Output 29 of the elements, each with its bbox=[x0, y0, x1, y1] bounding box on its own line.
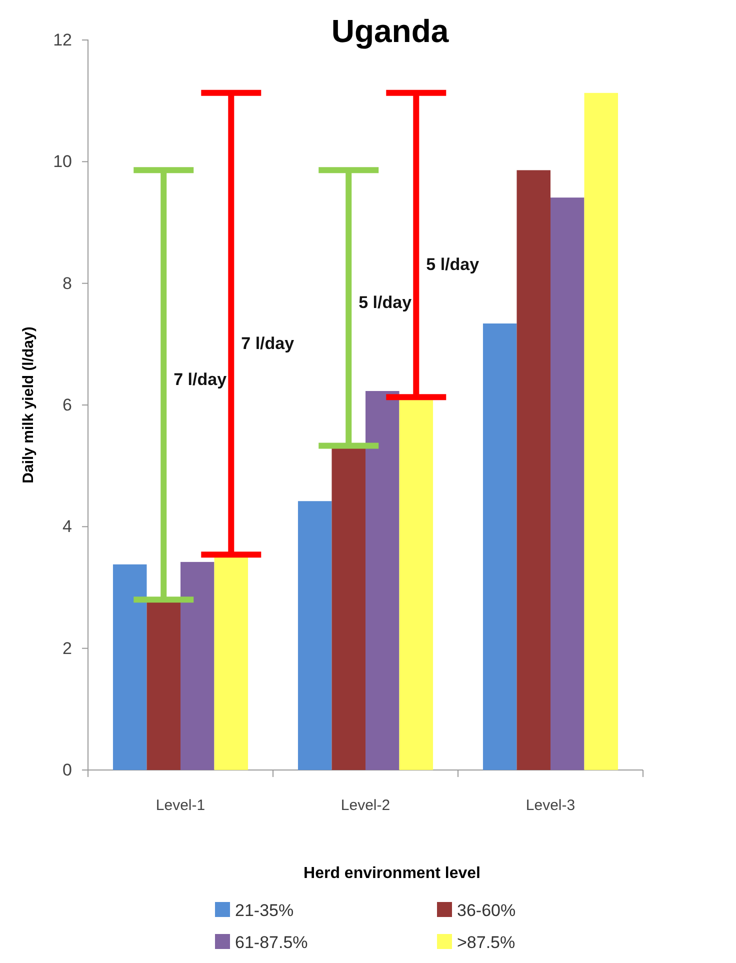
legend-label: 36-60% bbox=[457, 901, 516, 920]
y-tick-label: 2 bbox=[62, 638, 72, 658]
x-tick-label: Level-3 bbox=[526, 797, 576, 814]
y-axis-title: Daily milk yield (l/day) bbox=[20, 326, 37, 484]
annotation: 5 l/day bbox=[426, 255, 480, 274]
bar bbox=[584, 92, 618, 770]
y-tick-label: 0 bbox=[62, 760, 72, 780]
legend-label: >87.5% bbox=[457, 933, 516, 952]
annotation: 7 l/day bbox=[174, 370, 228, 389]
y-tick-label: 12 bbox=[53, 30, 72, 50]
annotation: 5 l/day bbox=[358, 292, 412, 312]
x-tick-label: Level-2 bbox=[340, 797, 390, 814]
y-tick-label: 4 bbox=[62, 517, 72, 536]
y-tick-label: 6 bbox=[62, 395, 72, 414]
x-tick-label: Level-1 bbox=[156, 797, 206, 814]
bar bbox=[112, 564, 147, 770]
bar bbox=[298, 501, 332, 770]
bar bbox=[550, 198, 584, 770]
legend-label: 61-87.5% bbox=[235, 933, 308, 952]
chart-title: Uganda bbox=[331, 13, 449, 49]
bar bbox=[180, 562, 214, 770]
y-tick-label: 8 bbox=[62, 274, 72, 293]
y-tick-label: 10 bbox=[53, 152, 72, 172]
bar bbox=[366, 391, 400, 770]
legend-label: 21-35% bbox=[235, 901, 294, 920]
bar bbox=[516, 170, 550, 770]
bar bbox=[482, 323, 517, 770]
annotation: 7 l/day bbox=[241, 334, 295, 353]
x-axis-title: Herd environment level bbox=[304, 865, 480, 882]
